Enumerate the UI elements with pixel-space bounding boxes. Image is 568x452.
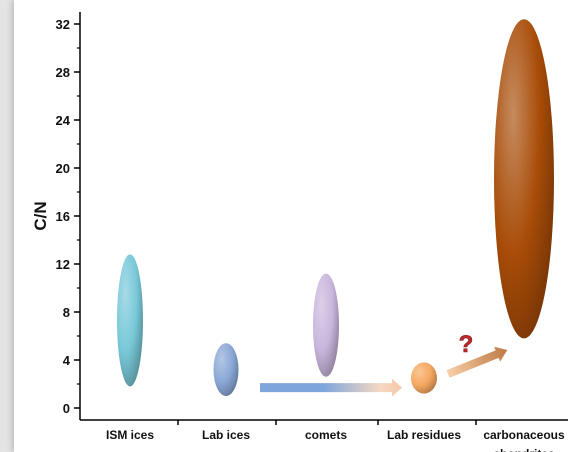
chart-card: ? 0 4 8 12 16 20 24 28 32 C/N ISM ices Lab ices come… bbox=[14, 0, 568, 452]
x-tick-label-lab-ices: Lab ices bbox=[202, 428, 250, 442]
y-tick-label: 28 bbox=[56, 65, 70, 80]
y-tick-label: 20 bbox=[56, 161, 70, 176]
range-ellipse-carbonaceous-chondrites bbox=[494, 19, 554, 339]
arrow-lab-residues-to-carbonaceous-chondrites bbox=[446, 346, 508, 378]
range-ellipse-ism-ices bbox=[117, 254, 143, 387]
y-tick-label: 8 bbox=[63, 305, 70, 320]
y-tick-label: 4 bbox=[63, 353, 71, 368]
y-tick-label: 32 bbox=[56, 17, 70, 32]
range-ellipse-lab-residues bbox=[411, 362, 437, 394]
x-tick-label-comets: comets bbox=[305, 428, 347, 442]
question-mark-annotation: ? bbox=[459, 331, 474, 358]
y-tick-label: 24 bbox=[56, 113, 71, 128]
range-ellipse-comets bbox=[313, 273, 339, 377]
y-tick-label: 0 bbox=[63, 401, 70, 416]
y-tick-label: 12 bbox=[56, 257, 70, 272]
x-tick-label-carbonaceous-chondrites: carbonaceouschondrites bbox=[483, 428, 565, 452]
arrow-lab-ices-to-lab-residues bbox=[260, 378, 402, 397]
x-tick-label-lab-residues: Lab residues bbox=[387, 428, 461, 442]
range-ellipse-lab-ices bbox=[213, 343, 239, 396]
y-tick-label: 16 bbox=[56, 209, 70, 224]
y-axis-title: C/N bbox=[31, 201, 50, 230]
x-tick-label-ism-ices: ISM ices bbox=[106, 428, 154, 442]
chart-svg: ? 0 4 8 12 16 20 24 28 32 C/N ISM ices Lab ices come… bbox=[31, 12, 568, 452]
